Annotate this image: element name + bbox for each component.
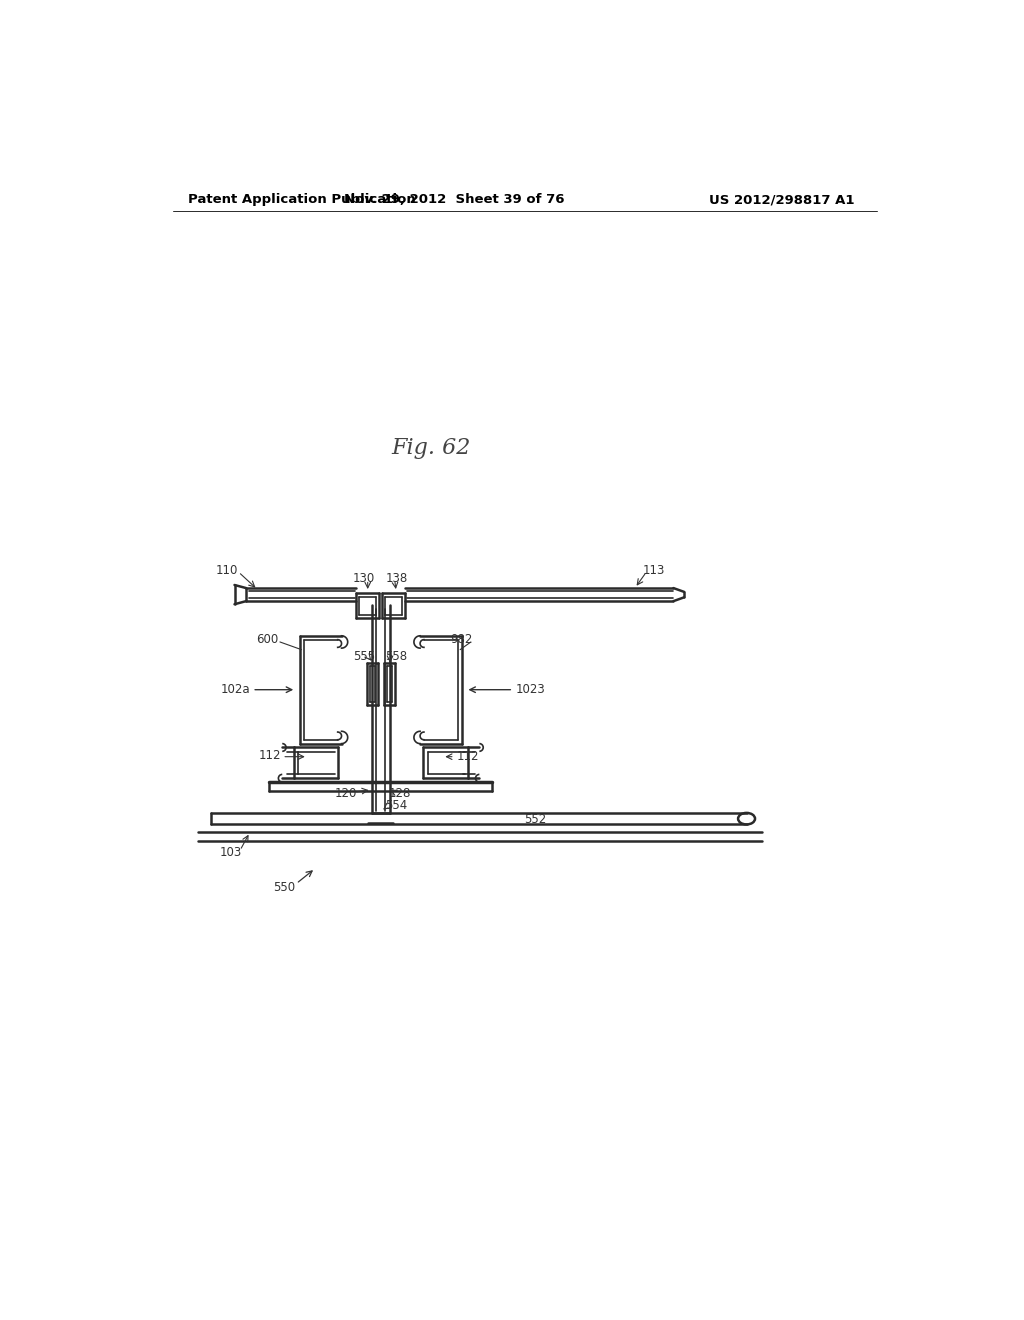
Text: 130: 130 [352, 572, 375, 585]
Text: 120: 120 [335, 787, 357, 800]
Text: Fig. 62: Fig. 62 [391, 437, 471, 459]
Text: 112: 112 [258, 748, 281, 762]
Text: 112: 112 [457, 750, 479, 763]
Text: 982: 982 [451, 634, 472, 647]
Text: 128: 128 [388, 787, 411, 800]
Text: 102a: 102a [220, 684, 250, 696]
Text: US 2012/298817 A1: US 2012/298817 A1 [709, 193, 854, 206]
Ellipse shape [738, 813, 755, 825]
Text: Patent Application Publication: Patent Application Publication [188, 193, 416, 206]
Text: 1023: 1023 [515, 684, 546, 696]
Text: 113: 113 [643, 564, 665, 577]
Text: 550: 550 [273, 880, 296, 894]
Text: 600: 600 [256, 634, 279, 647]
Text: 552: 552 [523, 813, 546, 825]
Text: 554: 554 [385, 799, 407, 812]
Text: 110: 110 [216, 564, 238, 577]
Text: Nov. 29, 2012  Sheet 39 of 76: Nov. 29, 2012 Sheet 39 of 76 [344, 193, 564, 206]
Text: 555: 555 [353, 649, 375, 663]
Text: 103: 103 [219, 846, 242, 859]
Text: 558: 558 [385, 649, 408, 663]
Text: 138: 138 [385, 572, 408, 585]
